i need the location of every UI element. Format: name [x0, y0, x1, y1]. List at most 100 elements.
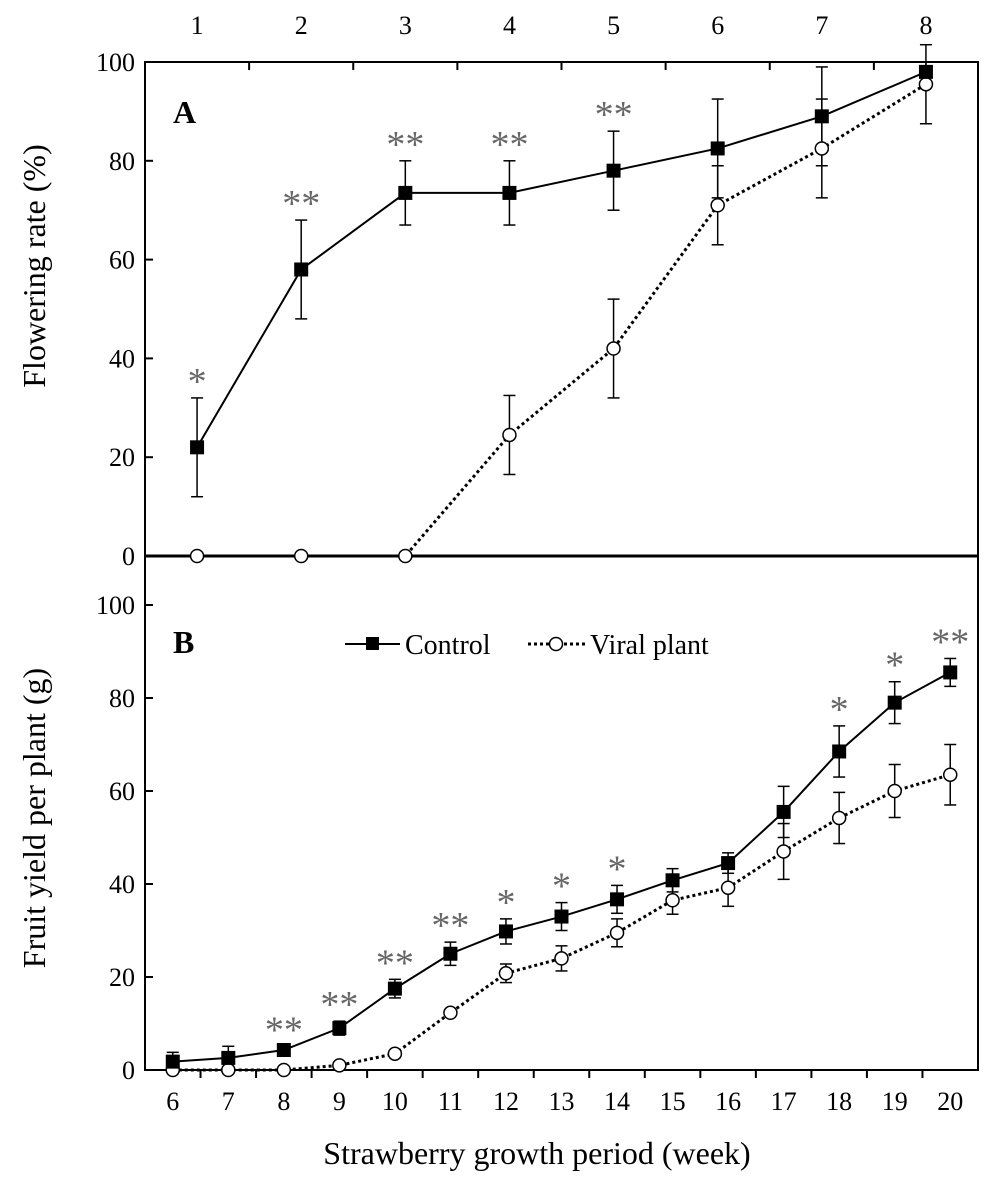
- viral-point: [776, 844, 791, 859]
- xtick-label: 17: [771, 1087, 797, 1116]
- xtick-label: 10: [382, 1087, 408, 1116]
- viral-series-line: [197, 82, 927, 558]
- control-point: [887, 695, 902, 710]
- significance-marker: **: [386, 124, 424, 166]
- ytick-label: 20: [109, 443, 135, 472]
- significance-marker: *: [552, 866, 571, 908]
- ytick-label: 80: [109, 147, 135, 176]
- viral-point: [443, 1005, 458, 1021]
- control-point: [606, 163, 621, 178]
- panel-a-points: [189, 64, 934, 564]
- panel-b-points: [165, 665, 958, 1078]
- viral-point: [276, 1062, 292, 1078]
- control-point: [165, 1054, 180, 1069]
- ytick-label: 60: [109, 777, 135, 806]
- viral-point: [189, 548, 205, 564]
- legend-control-label: Control: [405, 630, 491, 661]
- ytick-label: 0: [122, 1056, 135, 1085]
- viral-point: [332, 1058, 347, 1073]
- viral-point: [665, 893, 680, 908]
- viral-point: [554, 951, 569, 966]
- xtick-label: 11: [438, 1087, 463, 1116]
- control-point: [502, 185, 517, 200]
- control-point: [665, 873, 680, 888]
- xtick-label: 6: [166, 1087, 179, 1116]
- xtick-label: 12: [493, 1087, 519, 1116]
- control-point: [387, 981, 402, 996]
- xtick-label: 5: [607, 11, 620, 40]
- xtick-label: 13: [549, 1087, 575, 1116]
- control-point: [554, 909, 569, 924]
- panel-a-significance: ***** ****: [188, 94, 633, 403]
- control-point: [398, 185, 413, 200]
- control-point: [776, 804, 791, 819]
- significance-marker: **: [595, 94, 633, 136]
- panel-b-xticks: 6 7 8 9 10 11 12 13 14 15 16 17 18 19 20: [166, 1070, 963, 1116]
- panel-b-ylabel: Fruit yield per plant (g): [16, 668, 52, 968]
- viral-point: [814, 141, 830, 156]
- significance-marker: **: [320, 984, 358, 1026]
- control-point: [721, 856, 736, 871]
- panel-a-yticks: 0 20 40 60 80 100: [96, 48, 153, 571]
- panel-a-label: A: [173, 94, 196, 130]
- panel-b-xlabel: Strawberry growth period (week): [323, 1135, 750, 1171]
- ytick-label: 40: [109, 870, 135, 899]
- control-point: [943, 665, 958, 680]
- panel-a-ylabel: Flowering rate (%): [16, 144, 52, 387]
- control-point: [294, 262, 309, 277]
- control-point: [710, 141, 725, 156]
- ytick-label: 0: [122, 542, 135, 571]
- viral-point: [918, 76, 934, 92]
- viral-point: [502, 427, 517, 443]
- ytick-label: 80: [109, 684, 135, 713]
- viral-point: [609, 925, 625, 941]
- panel-a: A Flowering rate (%) 0 20 40 60 80 100 1 2 3 4 5 6…: [16, 11, 934, 571]
- xtick-label: 2: [295, 11, 308, 40]
- xtick-label: 4: [503, 11, 516, 40]
- ytick-label: 100: [96, 48, 135, 77]
- significance-marker: **: [931, 621, 969, 663]
- ytick-label: 100: [96, 591, 135, 620]
- xtick-label: 18: [826, 1087, 852, 1116]
- control-point: [221, 1050, 236, 1065]
- panel-b-label: B: [173, 624, 194, 660]
- significance-marker: *: [830, 689, 849, 731]
- panel-b-significance: ********* * *****: [265, 621, 969, 1051]
- viral-series-line: [172, 773, 951, 1072]
- legend: Control Viral plant: [345, 630, 709, 661]
- xtick-label: 15: [660, 1087, 686, 1116]
- significance-marker: *: [885, 645, 904, 687]
- control-point: [832, 744, 847, 759]
- panel-a-series-lines: [196, 70, 927, 558]
- xtick-label: 7: [222, 1087, 235, 1116]
- control-point: [814, 109, 829, 124]
- legend-control-marker: [366, 637, 379, 650]
- ytick-label: 40: [109, 344, 135, 373]
- xtick-label: 16: [715, 1087, 741, 1116]
- xtick-label: 3: [399, 11, 412, 40]
- significance-marker: **: [265, 1009, 303, 1051]
- viral-point: [710, 198, 725, 213]
- significance-marker: **: [490, 124, 528, 166]
- viral-point: [720, 880, 736, 895]
- panel-b-yticks: 0 20 40 60 80 100: [96, 591, 153, 1085]
- viral-point: [293, 548, 309, 564]
- xtick-label: 20: [937, 1087, 963, 1116]
- control-point: [498, 924, 513, 939]
- xtick-label: 7: [815, 11, 828, 40]
- significance-marker: **: [282, 183, 320, 225]
- panel-b: B Fruit yield per plant (g) Strawberry g…: [16, 591, 969, 1171]
- significance-marker: *: [496, 882, 515, 924]
- xtick-label: 6: [711, 11, 724, 40]
- xtick-label: 9: [333, 1087, 346, 1116]
- control-point: [332, 1021, 347, 1036]
- viral-point: [942, 767, 958, 782]
- significance-marker: **: [376, 942, 414, 984]
- ytick-label: 20: [109, 963, 135, 992]
- control-series-line: [196, 70, 927, 448]
- xtick-label: 1: [191, 11, 204, 40]
- viral-point: [831, 810, 847, 826]
- legend-viral-label: Viral plant: [590, 630, 709, 661]
- viral-point: [887, 783, 902, 799]
- viral-point: [606, 341, 621, 356]
